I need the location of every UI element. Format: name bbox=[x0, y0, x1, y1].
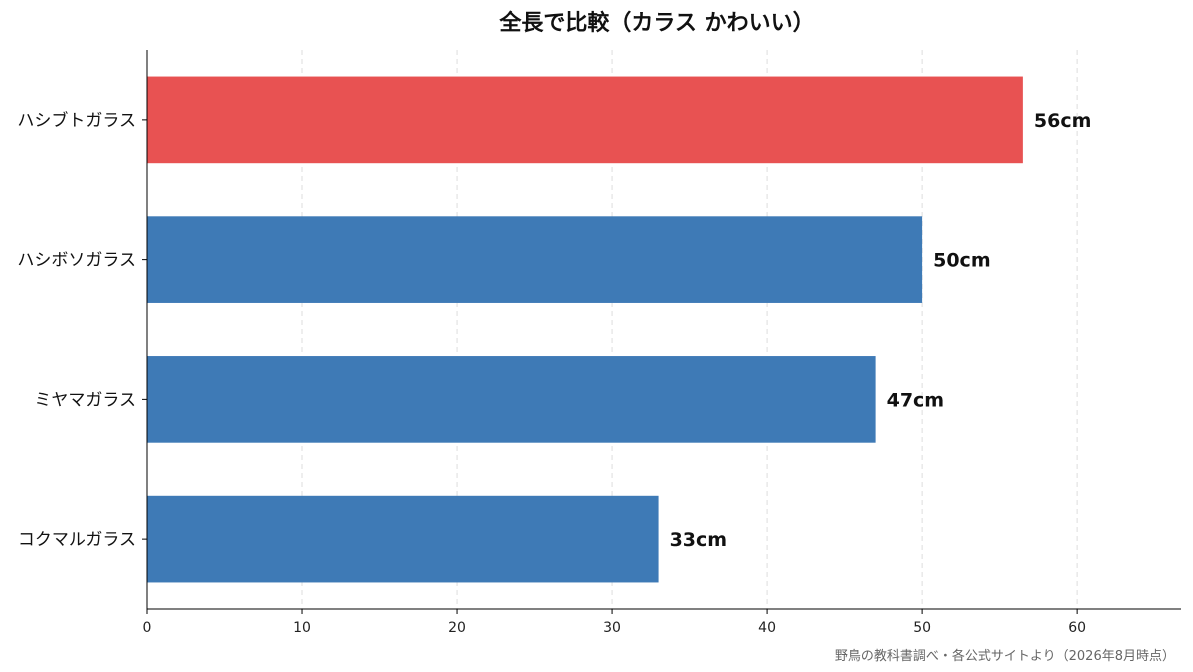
category-label: ハシブトガラス bbox=[17, 110, 136, 131]
x-tick-label: 10 bbox=[293, 620, 311, 636]
x-tick-label: 30 bbox=[603, 620, 621, 636]
bar bbox=[147, 216, 923, 303]
x-tick-label: 0 bbox=[143, 620, 152, 636]
x-ticks: 0 10 20 30 40 50 60 bbox=[143, 609, 1086, 636]
chart-title: 全長で比較（カラス かわいい） bbox=[498, 10, 814, 36]
data-labels: 56cm 50cm 47cm 33cm bbox=[670, 110, 1092, 551]
x-tick-label: 60 bbox=[1068, 620, 1086, 636]
x-tick-label: 50 bbox=[913, 620, 931, 636]
bar-value-label: 33cm bbox=[670, 529, 728, 551]
bar-value-label: 47cm bbox=[887, 389, 945, 411]
x-tick-label: 40 bbox=[758, 620, 776, 636]
bar bbox=[147, 495, 659, 583]
category-label: コクマルガラス bbox=[18, 530, 136, 550]
source-note: 野鳥の教科書調べ・各公式サイトより（2026年8月時点） bbox=[835, 648, 1175, 664]
bar bbox=[147, 356, 876, 443]
category-label: ハシボソガラス bbox=[17, 251, 136, 271]
axes bbox=[146, 50, 1181, 610]
x-tick-label: 20 bbox=[448, 620, 466, 636]
bar-value-label: 56cm bbox=[1034, 110, 1092, 132]
bars bbox=[147, 76, 1023, 583]
bar bbox=[147, 76, 1023, 164]
category-label: ミヤマガラス bbox=[34, 390, 136, 410]
bar-value-label: 50cm bbox=[933, 250, 991, 272]
